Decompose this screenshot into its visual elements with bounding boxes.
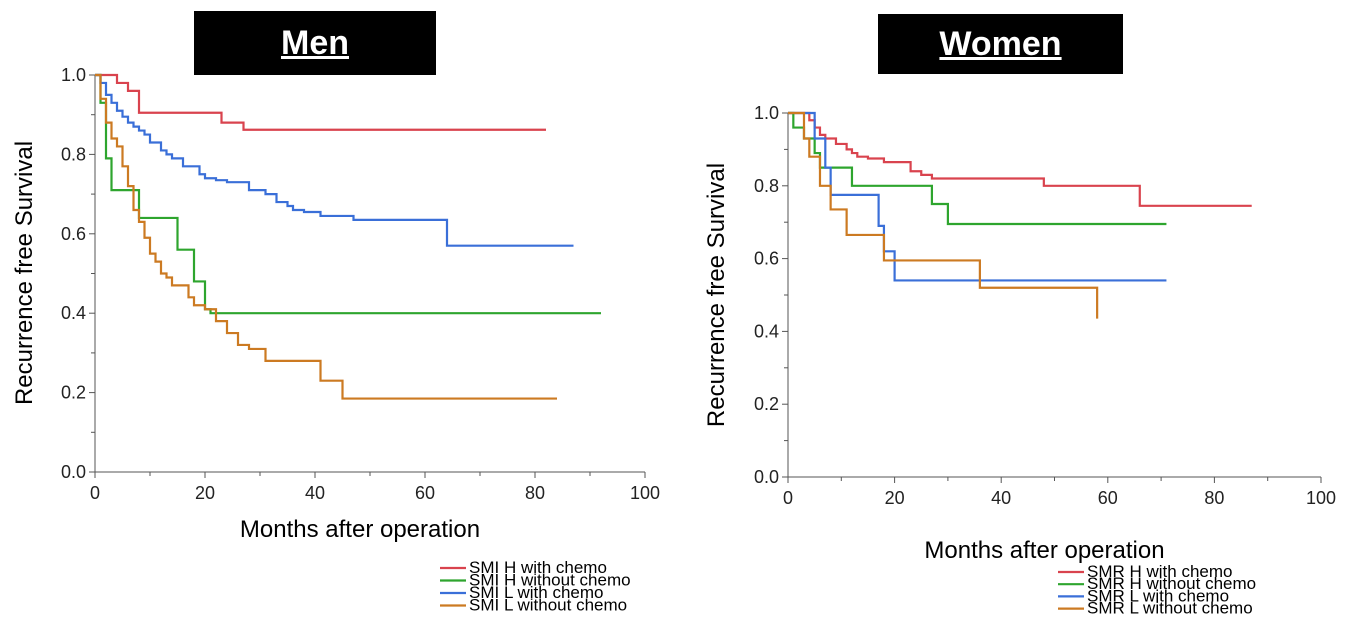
men-panel-title: Men <box>194 11 436 75</box>
men-x-tick-label: 80 <box>525 483 545 503</box>
women-series-line-3 <box>788 111 1167 282</box>
women-legend-label: SMR H with chemo <box>1087 562 1232 581</box>
men-x-tick-label: 20 <box>195 483 215 503</box>
women-legend-label: SMR L with chemo <box>1087 586 1229 605</box>
men-x-tick-label: 100 <box>630 483 660 503</box>
men-x-tick-label: 0 <box>90 483 100 503</box>
men-legend-label: SMI L without chemo <box>469 596 627 615</box>
women-x-tick-label: 80 <box>1204 488 1224 508</box>
women-panel-title: Women <box>878 14 1123 74</box>
women-x-axis-title: Months after operation <box>924 537 1164 564</box>
men-y-tick-label: 0.8 <box>61 144 86 164</box>
men-y-axis-title: Recurrence free Survival <box>11 141 38 405</box>
women-x-tick-label: 60 <box>1098 488 1118 508</box>
women-y-tick-label: 1.0 <box>754 103 779 123</box>
men-y-tick-label: 1.0 <box>61 65 86 85</box>
women-series-line-1 <box>788 111 1252 207</box>
men-legend-label: SMI H with chemo <box>469 558 607 577</box>
men-series-line-3 <box>95 73 574 247</box>
men-x-tick-label: 40 <box>305 483 325 503</box>
women-series-line-2 <box>788 111 1167 226</box>
men-x-tick-label: 60 <box>415 483 435 503</box>
women-legend-label: SMR L without chemo <box>1087 599 1253 618</box>
women-y-tick-label: 0.2 <box>754 394 779 414</box>
women-x-tick-label: 100 <box>1306 488 1336 508</box>
men-y-tick-label: 0.4 <box>61 303 86 323</box>
men-x-axis-title: Months after operation <box>240 516 480 543</box>
men-y-tick-label: 0.6 <box>61 224 86 244</box>
women-y-tick-label: 0.4 <box>754 321 779 341</box>
men-legend-label: SMI L with chemo <box>469 583 603 602</box>
men-legend-label: SMI H without chemo <box>469 571 631 590</box>
women-x-tick-label: 40 <box>991 488 1011 508</box>
women-y-tick-label: 0.8 <box>754 176 779 196</box>
women-x-tick-label: 0 <box>783 488 793 508</box>
women-y-axis-title: Recurrence free Survival <box>703 163 730 427</box>
women-legend-label: SMR H without chemo <box>1087 574 1256 593</box>
men-chart-panel: 0 20 40 60 80 100 0.0 0.2 0.4 0.6 0.8 1.0 Months aft… <box>11 65 660 615</box>
men-series-line-4 <box>95 73 557 400</box>
women-y-tick-label: 0.6 <box>754 249 779 269</box>
women-x-tick-label: 20 <box>885 488 905 508</box>
women-series-line-4 <box>788 111 1099 319</box>
men-series-line-1 <box>95 73 546 131</box>
women-y-tick-label: 0.0 <box>754 467 779 487</box>
women-chart-panel: 0 20 40 60 80 100 0.0 0.2 0.4 0.6 0.8 1.0 Months aft… <box>703 103 1336 618</box>
men-y-tick-label: 0.2 <box>61 383 86 403</box>
men-y-tick-label: 0.0 <box>61 462 86 482</box>
